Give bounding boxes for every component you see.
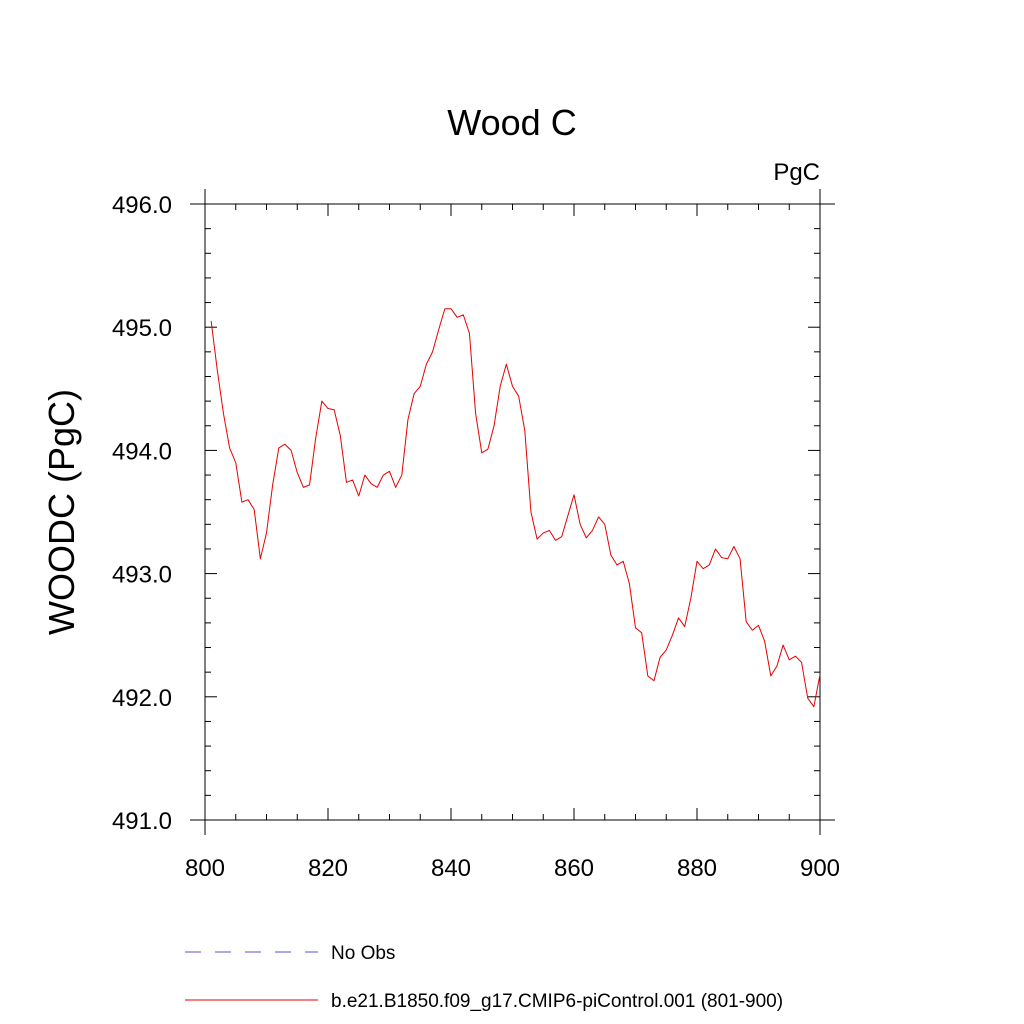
x-tick-label: 820 bbox=[308, 855, 348, 882]
y-tick-label: 493.0 bbox=[112, 562, 172, 589]
series-line-1 bbox=[210, 308, 821, 708]
x-tick-label: 840 bbox=[431, 855, 471, 882]
y-tick-label: 494.0 bbox=[112, 438, 172, 465]
legend-label-1: b.e21.B1850.f09_g17.CMIP6-piControl.001 … bbox=[331, 991, 783, 1012]
plot-axes: 800 820 840 860 880 900 491.0 492.0 493.0 494.0 49… bbox=[112, 189, 840, 882]
y-tick-label: 491.0 bbox=[112, 808, 172, 835]
x-tick-label: 880 bbox=[677, 855, 717, 882]
x-tick-label: 900 bbox=[800, 855, 840, 882]
y-tick-label: 492.0 bbox=[112, 685, 172, 712]
x-tick-label: 800 bbox=[185, 855, 225, 882]
units-label: PgC bbox=[773, 159, 820, 186]
x-tick-label: 860 bbox=[554, 855, 594, 882]
legend: No Obs b.e21.B1850.f09_g17.CMIP6-piContro… bbox=[185, 943, 783, 1012]
legend-label-0: No Obs bbox=[331, 943, 395, 964]
y-tick-label: 495.0 bbox=[112, 315, 172, 342]
series-layer bbox=[210, 308, 821, 708]
chart-title: Wood C bbox=[447, 102, 576, 143]
y-axis-label: WOODC (PgC) bbox=[41, 389, 82, 635]
y-tick-label: 496.0 bbox=[112, 192, 172, 219]
